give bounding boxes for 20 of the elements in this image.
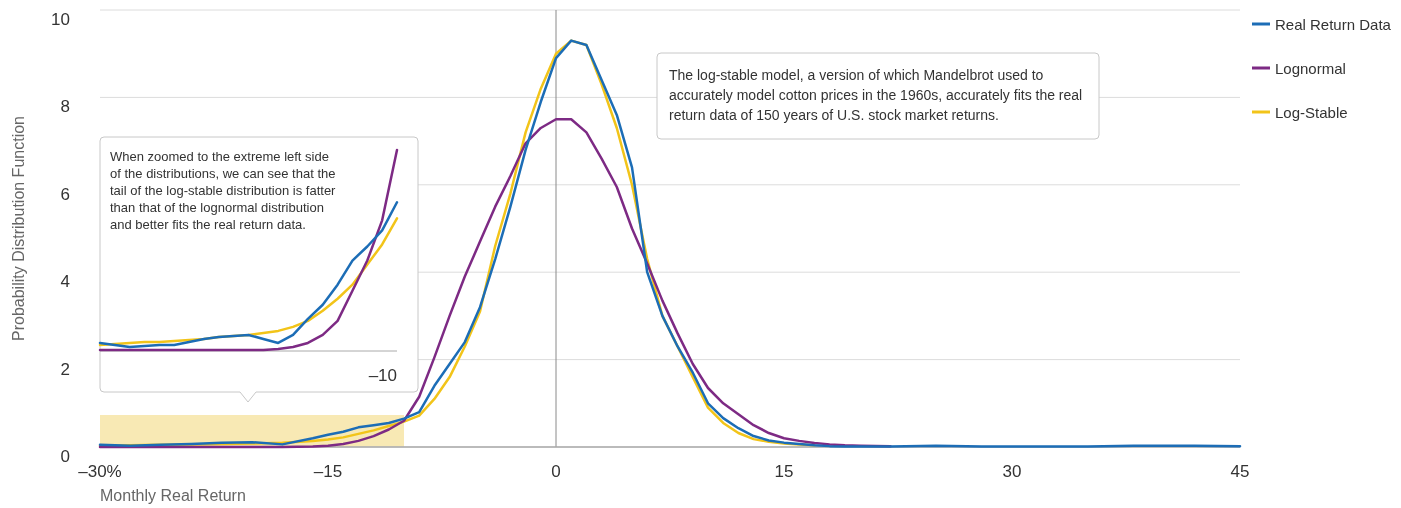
y-tick-label: 4 bbox=[60, 272, 70, 292]
legend-label: Lognormal bbox=[1275, 60, 1346, 77]
y-tick-label: 6 bbox=[60, 184, 70, 204]
legend-label: Real Return Data bbox=[1275, 16, 1392, 33]
x-axis-title: Monthly Real Return bbox=[100, 487, 246, 504]
legend-label: Log-Stable bbox=[1275, 104, 1348, 121]
y-axis-title: Probability Distribution Function bbox=[10, 116, 27, 341]
x-tick-label: 15 bbox=[774, 462, 794, 481]
y-tick-label: 2 bbox=[60, 359, 70, 379]
x-tick-label: 30 bbox=[1002, 462, 1022, 481]
x-tick-label: –15 bbox=[313, 462, 343, 481]
x-tick-label: 0 bbox=[551, 462, 561, 481]
x-tick-label: –30% bbox=[78, 462, 122, 481]
y-tick-label: 8 bbox=[60, 97, 70, 117]
annotation: The log-stable model, a version of which Mandelbrot used to accurately model cotton prices in the 1960s, accurately fits the real return data of 150 years of U.S. stock market returns. bbox=[669, 67, 1083, 123]
annotation: When zoomed to the extreme left side of the distributions, we can see that the tail of the log-stable distribution is fatter than that of the lognormal distribution and better fits the real return data. bbox=[110, 149, 337, 232]
annotation: –10 bbox=[368, 366, 397, 385]
y-tick-label: 0 bbox=[60, 447, 70, 466]
y-tick-label: 10 bbox=[51, 10, 70, 29]
x-tick-label: 45 bbox=[1230, 462, 1250, 481]
